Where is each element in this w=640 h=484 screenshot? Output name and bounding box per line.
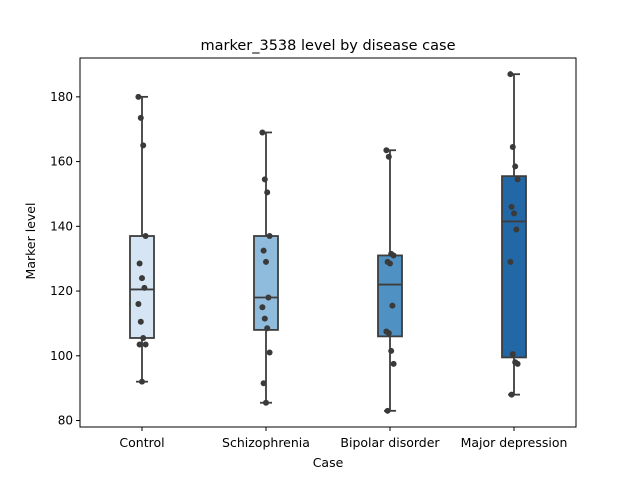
- data-point: [259, 304, 266, 311]
- data-point: [141, 284, 148, 291]
- data-point: [388, 347, 395, 354]
- x-tick-label: Major depression: [461, 435, 568, 450]
- data-point: [263, 258, 269, 265]
- data-point: [261, 315, 268, 322]
- data-point: [387, 260, 393, 267]
- data-point: [137, 114, 144, 121]
- data-point: [135, 93, 142, 100]
- data-point: [261, 176, 268, 183]
- y-tick-label: 140: [50, 219, 73, 233]
- data-point: [514, 360, 521, 367]
- data-point: [383, 147, 390, 154]
- data-point: [508, 203, 515, 210]
- x-tick-label: Schizophrenia: [222, 435, 310, 450]
- data-point: [264, 325, 271, 332]
- data-point: [508, 391, 515, 398]
- data-point: [385, 153, 392, 160]
- box-bipolar-disorder: [377, 254, 403, 338]
- data-point: [389, 302, 396, 309]
- data-point: [259, 129, 266, 136]
- data-point: [266, 349, 273, 356]
- data-point: [142, 341, 149, 348]
- box-major-depression: [501, 175, 527, 359]
- data-point: [139, 275, 145, 282]
- chart-title: marker_3538 level by disease case: [201, 38, 456, 54]
- data-point: [136, 341, 143, 348]
- data-point: [385, 330, 392, 337]
- data-point: [390, 360, 397, 367]
- data-point: [513, 226, 520, 233]
- data-point: [512, 163, 519, 170]
- data-point: [264, 189, 271, 196]
- data-point: [509, 144, 516, 151]
- data-point: [260, 247, 267, 254]
- data-point: [384, 407, 391, 414]
- data-point: [135, 301, 142, 307]
- data-point: [140, 142, 147, 149]
- data-point: [507, 71, 514, 78]
- x-tick-label: Bipolar disorder: [340, 435, 440, 450]
- plot-frame: [79, 57, 577, 428]
- data-point: [140, 334, 147, 341]
- y-axis-label: Marker level: [23, 203, 38, 280]
- y-tick-label: 180: [50, 90, 73, 104]
- data-point: [263, 399, 269, 406]
- y-tick-label: 80: [58, 414, 73, 428]
- y-tick-label: 160: [50, 155, 73, 169]
- data-point: [266, 233, 273, 240]
- data-point: [511, 210, 517, 217]
- data-point: [260, 380, 267, 387]
- data-point: [139, 378, 145, 385]
- data-point: [142, 233, 149, 240]
- y-tick-label: 120: [50, 284, 73, 298]
- plot-area: 80 100 120 140 160 180 Control Schizophrenia Bip…: [50, 57, 577, 450]
- data-point: [507, 258, 514, 265]
- data-point: [265, 294, 272, 301]
- y-tick-label: 100: [50, 349, 73, 363]
- data-point: [509, 351, 516, 358]
- data-point: [514, 176, 521, 183]
- data-point: [390, 252, 397, 259]
- data-point: [137, 318, 144, 325]
- data-point: [136, 260, 143, 267]
- x-tick-label: Control: [119, 435, 164, 450]
- x-axis-label: Case: [313, 455, 344, 470]
